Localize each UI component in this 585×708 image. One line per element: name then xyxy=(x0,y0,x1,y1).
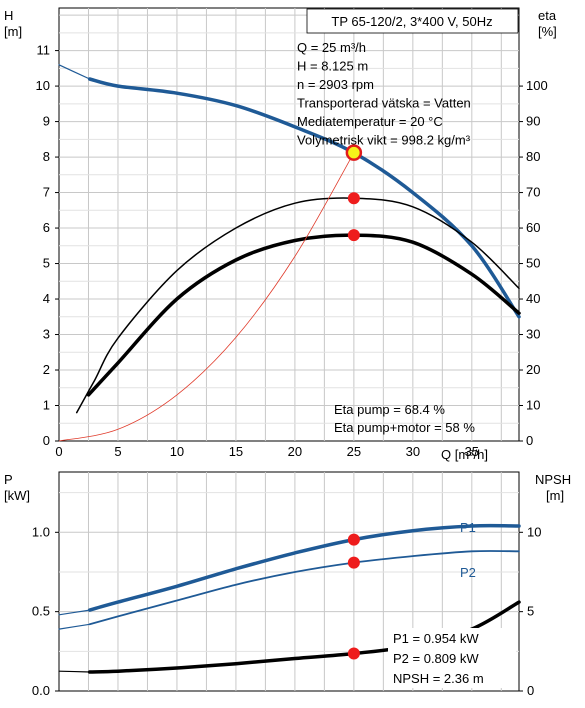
top-left-axis-unit: [m] xyxy=(4,24,22,39)
eta-pump-curve xyxy=(75,197,520,414)
bottom-left-axis-unit: [kW] xyxy=(4,488,30,503)
left-tick-label: 9 xyxy=(43,114,50,129)
right-tick-label: 0 xyxy=(527,683,534,698)
top-grid xyxy=(59,8,519,441)
P1-dashed-start-curve xyxy=(58,609,91,616)
left-tick-label: 1.0 xyxy=(32,524,50,539)
bottom-points xyxy=(347,533,360,660)
left-tick-label: 11 xyxy=(37,43,51,58)
x-tick-label: 35 xyxy=(465,444,479,459)
right-tick-label: 60 xyxy=(526,220,540,235)
values-backdrop xyxy=(388,628,516,688)
operating-point-marker xyxy=(347,556,360,569)
right-tick-label: 10 xyxy=(526,398,540,413)
left-tick-label: 10 xyxy=(36,78,50,93)
title-box xyxy=(306,8,519,34)
p2-series-label: P2 xyxy=(460,565,476,580)
H-dashed-start-curve xyxy=(58,64,91,80)
right-tick-label: 5 xyxy=(527,604,534,619)
x-axis-label: Q [m³/h] xyxy=(441,447,488,462)
info-line: Mediatemperatur = 20 °C xyxy=(297,114,443,129)
NPSH-dashed-start-curve xyxy=(58,670,91,673)
top-right-axis-name: eta xyxy=(538,8,557,23)
info-line: Volymetrisk vikt = 998.2 kg/m³ xyxy=(297,133,471,148)
right-tick-label: 90 xyxy=(526,114,540,129)
operating-point-info: Q = 25 m³/h H = 8.125 m n = 2903 rpm Transp… xyxy=(297,40,471,148)
left-tick-label: 8 xyxy=(43,149,50,164)
left-tick-label: 3 xyxy=(43,327,50,342)
left-tick-label: 0 xyxy=(43,433,50,448)
p2-value: P2 = 0.809 kW xyxy=(393,651,479,666)
info-line: Q = 25 m³/h xyxy=(297,40,366,55)
eta-pump-motor-label: Eta pump+motor = 58 % xyxy=(334,420,475,435)
left-tick-label: 4 xyxy=(43,291,50,306)
operating-point-marker xyxy=(347,533,360,546)
left-tick-label: 6 xyxy=(43,220,50,235)
x-tick-label: 0 xyxy=(55,444,62,459)
eta-pump-label: Eta pump = 68.4 % xyxy=(334,402,445,417)
right-tick-label: 20 xyxy=(526,362,540,377)
operating-point-marker xyxy=(347,229,360,242)
top-ticks: 0 1 2 3 4 5 6 7 8 9 10 11 0 10 20 30 40 50 60 70 80 90 100 0 5 10… xyxy=(36,43,548,459)
right-tick-label: 100 xyxy=(526,78,548,93)
left-tick-label: 0.0 xyxy=(32,683,50,698)
right-tick-label: 80 xyxy=(526,149,540,164)
left-tick-label: 1 xyxy=(43,398,50,413)
right-tick-label: 10 xyxy=(527,524,541,539)
operating-point-marker xyxy=(345,144,363,161)
x-tick-label: 10 xyxy=(170,444,184,459)
left-tick-label: 5 xyxy=(43,256,50,271)
top-points xyxy=(345,144,363,242)
bottom-right-axis-unit: [m] xyxy=(546,488,564,503)
x-tick-label: 30 xyxy=(406,444,420,459)
bottom-left-axis-name: P xyxy=(4,472,13,487)
left-tick-label: 0.5 xyxy=(32,604,50,619)
x-tick-label: 5 xyxy=(114,444,121,459)
eta-pump-motor-curve xyxy=(86,233,521,397)
H-curve xyxy=(87,77,521,319)
right-tick-label: 30 xyxy=(526,327,540,342)
p1-series-label: P1 xyxy=(460,520,476,535)
info-line: n = 2903 rpm xyxy=(297,77,374,92)
operating-point-marker xyxy=(347,647,360,660)
right-tick-label: 70 xyxy=(526,185,540,200)
chart-title: TP 65-120/2, 3*400 V, 50Hz xyxy=(331,14,492,29)
x-tick-label: 20 xyxy=(288,444,302,459)
right-tick-label: 0 xyxy=(526,433,533,448)
operating-point-marker xyxy=(347,192,360,205)
P2-curve xyxy=(88,550,520,626)
left-tick-label: 7 xyxy=(43,185,50,200)
bottom-right-axis-name: NPSH xyxy=(535,472,571,487)
x-tick-label: 15 xyxy=(229,444,243,459)
left-tick-label: 2 xyxy=(43,362,50,377)
right-tick-label: 50 xyxy=(526,256,540,271)
info-line: Transporterad vätska = Vatten xyxy=(297,96,471,111)
P1-curve xyxy=(87,523,521,612)
top-curves xyxy=(58,64,521,442)
system-curve-curve xyxy=(58,152,355,442)
bottom-curves xyxy=(58,523,521,674)
top-left-axis-name: H xyxy=(4,8,13,23)
bottom-ticks: 0.0 0.5 1.0 0 5 10 xyxy=(32,524,542,698)
top-right-axis-unit: [%] xyxy=(538,24,557,39)
right-tick-label: 40 xyxy=(526,291,540,306)
npsh-value: NPSH = 2.36 m xyxy=(393,671,484,686)
p1-value: P1 = 0.954 kW xyxy=(393,631,479,646)
x-tick-label: 25 xyxy=(347,444,361,459)
info-line: H = 8.125 m xyxy=(297,59,368,74)
P2-dashed-start-curve xyxy=(58,623,91,630)
